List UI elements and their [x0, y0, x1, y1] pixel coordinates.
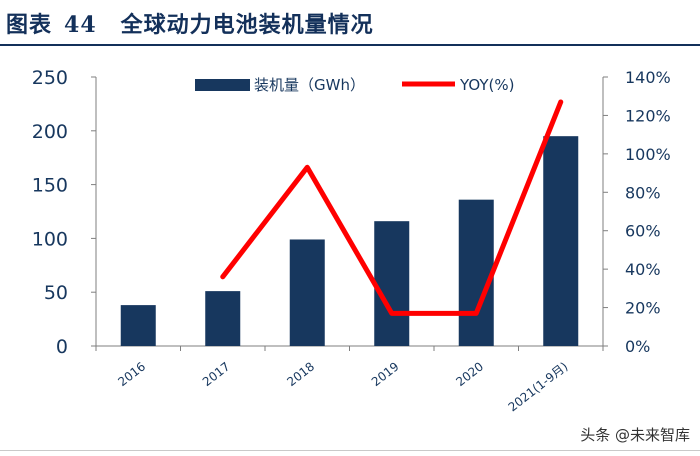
figure-title: 图表 44 全球动力电池装机量情况 [6, 7, 374, 39]
x-tick-label: 2017 [200, 359, 233, 389]
bar [543, 136, 579, 346]
legend-bar-swatch [195, 79, 250, 91]
y-right-tick-label: 80% [625, 183, 661, 202]
bar [120, 305, 156, 346]
legend-line-label: YOY(%) [459, 76, 514, 94]
header-rule [0, 44, 700, 46]
y-right-tick-label: 0% [625, 337, 650, 356]
watermark: 头条 @未来智库 [580, 426, 690, 444]
bar [289, 239, 325, 346]
x-tick-label: 2018 [284, 359, 317, 389]
figure-label: 图表 [6, 12, 53, 38]
x-tick-label: 2019 [369, 359, 402, 389]
y-left-tick-label: 0 [56, 336, 68, 358]
y-right-tick-label: 120% [625, 106, 671, 125]
y-right-tick-label: 60% [625, 222, 661, 241]
bar [374, 221, 410, 346]
y-right-tick-label: 100% [625, 145, 671, 164]
y-right-tick-label: 40% [625, 260, 661, 279]
figure-header: 图表 44 全球动力电池装机量情况 [0, 0, 700, 46]
y-left-tick-label: 100 [32, 228, 68, 250]
legend-bar-label: 装机量（GWh） [254, 76, 365, 94]
y-left-tick-label: 50 [44, 282, 68, 304]
x-tick-label: 2020 [453, 359, 486, 389]
y-left-tick-label: 150 [32, 175, 68, 197]
y-left-tick-label: 250 [32, 67, 68, 89]
y-right-tick-label: 140% [625, 68, 671, 87]
yoy-line [220, 99, 564, 316]
y-right-tick-label: 20% [625, 299, 661, 318]
bar [205, 291, 241, 346]
bar [458, 199, 494, 346]
chart-title: 全球动力电池装机量情况 [120, 12, 374, 38]
footer-rule [0, 450, 700, 451]
x-tick-label: 2021(1-9月) [506, 359, 571, 414]
x-tick-label: 2016 [115, 359, 148, 389]
figure-number: 44 [64, 12, 97, 38]
y-left-tick-label: 200 [32, 121, 68, 143]
